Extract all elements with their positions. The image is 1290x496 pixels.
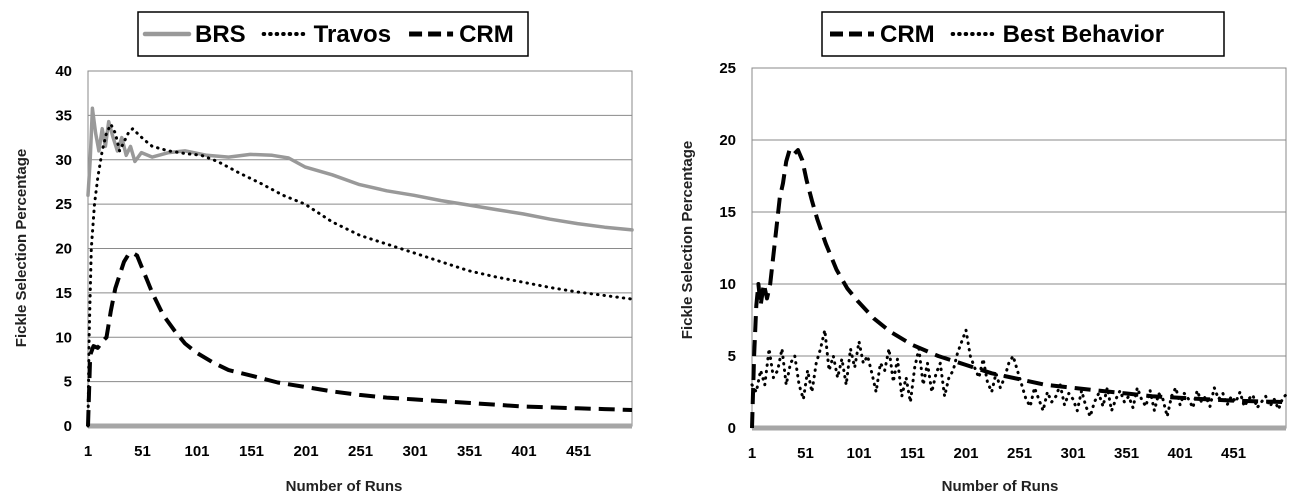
left-x-tick-label: 301 xyxy=(403,443,428,460)
right-x-tick-label: 201 xyxy=(954,445,979,462)
right-y-tick-label: 15 xyxy=(719,204,736,221)
left-series-brs xyxy=(86,106,634,232)
left-y-tick-label: 15 xyxy=(55,285,72,302)
left-y-tick-label: 0 xyxy=(64,418,72,435)
left-y-tick-label: 30 xyxy=(55,152,72,169)
right-y-tick-label: 20 xyxy=(719,132,736,149)
right-y-axis-title: Fickle Selection Percentage xyxy=(679,141,696,339)
right-x-tick-label: 51 xyxy=(797,445,814,462)
right-series-best-behavior xyxy=(750,328,1288,418)
right-y-tick-label: 5 xyxy=(728,348,736,365)
left-y-tick-label: 10 xyxy=(55,329,72,346)
left-legend-box xyxy=(137,11,529,57)
right-x-axis-title: Number of Runs xyxy=(942,478,1059,495)
left-x-axis-title: Number of Runs xyxy=(286,478,403,495)
right-y-tick-label: 0 xyxy=(728,420,736,437)
right-x-tick-label: 251 xyxy=(1007,445,1032,462)
right-x-tick-label: 401 xyxy=(1168,445,1193,462)
left-x-tick-label: 101 xyxy=(185,443,210,460)
left-series-crm xyxy=(86,250,633,427)
left-y-tick-label: 5 xyxy=(64,374,72,391)
right-x-tick-label: 351 xyxy=(1114,445,1139,462)
right-x-tick-label: 1 xyxy=(748,445,756,462)
right-x-tick-label: 151 xyxy=(900,445,925,462)
right-plot-area xyxy=(751,67,1287,429)
left-y-tick-label: 20 xyxy=(55,241,72,258)
right-x-tick-label: 101 xyxy=(846,445,871,462)
left-x-tick-label: 201 xyxy=(294,443,319,460)
right-y-tick-label: 25 xyxy=(719,60,736,77)
left-y-tick-label: 40 xyxy=(55,63,72,80)
left-x-tick-label: 1 xyxy=(84,443,92,460)
right-legend-label: CRM xyxy=(880,21,935,48)
right-x-tick-label: 451 xyxy=(1221,445,1246,462)
left-x-tick-label: 51 xyxy=(134,443,151,460)
left-x-tick-label: 451 xyxy=(566,443,591,460)
left-x-tick-label: 351 xyxy=(457,443,482,460)
left-y-tick-label: 35 xyxy=(55,107,72,124)
left-x-tick-label: 151 xyxy=(239,443,264,460)
right-legend-label: Best Behavior xyxy=(1003,21,1164,48)
left-y-tick-label: 25 xyxy=(55,196,72,213)
left-series-travos xyxy=(86,122,634,428)
left-legend-label: Travos xyxy=(314,21,391,48)
right-legend-box xyxy=(821,11,1225,57)
left-x-tick-label: 401 xyxy=(512,443,537,460)
right-y-tick-label: 10 xyxy=(719,276,736,293)
right-x-tick-label: 301 xyxy=(1061,445,1086,462)
left-legend-label: CRM xyxy=(459,21,514,48)
left-y-axis-title: Fickle Selection Percentage xyxy=(13,149,30,347)
left-legend-label: BRS xyxy=(195,21,246,48)
left-x-tick-label: 251 xyxy=(348,443,373,460)
